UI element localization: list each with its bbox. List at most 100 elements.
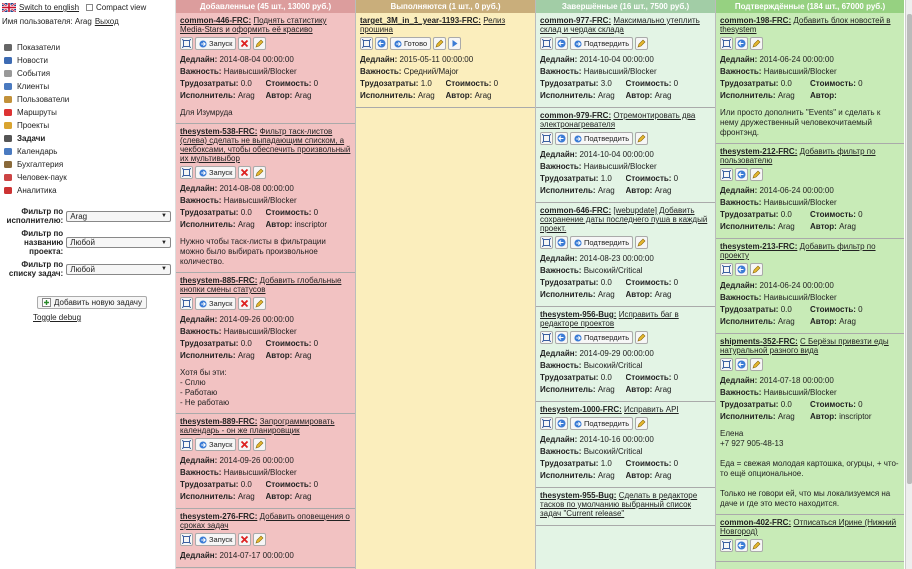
task-id-link[interactable]: common-646-FRC:: [540, 206, 612, 215]
task-name-link[interactable]: Добавить фильтр по пользователю: [720, 147, 876, 165]
task-name-link[interactable]: Добавить фильтр по проекту: [720, 242, 876, 260]
filter-select[interactable]: Любой ▼: [66, 263, 171, 275]
expand-icon[interactable]: [360, 37, 373, 50]
start-button[interactable]: Запуск: [195, 166, 237, 179]
nav-item-2[interactable]: События: [0, 67, 175, 80]
task-name-link[interactable]: Сделать в редакторе тасков по умолчанию …: [540, 491, 698, 518]
task-id-link[interactable]: thesystem-956-Bug:: [540, 310, 617, 319]
nav-item-6[interactable]: Проекты: [0, 119, 175, 132]
page-scrollbar[interactable]: [905, 0, 912, 569]
task-id-link[interactable]: common-977-FRC:: [540, 16, 612, 25]
task-id-link[interactable]: common-979-FRC:: [540, 111, 612, 120]
start-button[interactable]: Запуск: [195, 297, 237, 310]
edit-icon[interactable]: [635, 417, 649, 430]
task-name-link[interactable]: Отписаться Ирине (Нижний Новгород): [720, 518, 897, 536]
nav-item-4[interactable]: Пользователи: [0, 93, 175, 106]
edit-icon[interactable]: [635, 331, 649, 344]
expand-icon[interactable]: [720, 168, 733, 181]
arrow-left-icon[interactable]: [735, 263, 748, 276]
edit-icon[interactable]: [253, 37, 267, 50]
edit-icon[interactable]: [253, 297, 267, 310]
task-id-link[interactable]: shipments-352-FRC:: [720, 337, 798, 346]
filter-select[interactable]: Любой ▼: [66, 237, 171, 248]
task-id-link[interactable]: target_3M_in_1_year-1193-FRC:: [360, 16, 481, 25]
confirm-button[interactable]: Подтвердить: [570, 37, 634, 50]
edit-icon[interactable]: [750, 539, 763, 552]
confirm-button[interactable]: Подтвердить: [570, 417, 634, 430]
arrow-left-icon[interactable]: [735, 539, 748, 552]
expand-icon[interactable]: [540, 417, 553, 430]
arrow-left-icon[interactable]: [555, 37, 568, 50]
edit-icon[interactable]: [635, 236, 649, 249]
task-name-link[interactable]: [webupdate] Добавить сохранение даты пос…: [540, 206, 708, 233]
nav-item-10[interactable]: Человек-паук: [0, 171, 175, 184]
expand-icon[interactable]: [720, 37, 733, 50]
delete-icon[interactable]: [238, 37, 252, 50]
edit-icon[interactable]: [635, 132, 649, 145]
edit-icon[interactable]: [253, 533, 267, 546]
task-name-link[interactable]: Поднять статистику Media-Stars и оформит…: [180, 16, 327, 34]
switch-language-link[interactable]: Switch to english: [19, 3, 80, 12]
delete-icon[interactable]: [238, 297, 252, 310]
expand-icon[interactable]: [180, 438, 193, 451]
task-id-link[interactable]: thesystem-1000-FRC:: [540, 405, 622, 414]
nav-item-7[interactable]: Задачи: [0, 132, 175, 145]
task-id-link[interactable]: thesystem-213-FRC:: [720, 242, 798, 251]
task-name-link[interactable]: Фильтр таск-листов (слева) сделать не вы…: [180, 127, 351, 163]
expand-icon[interactable]: [180, 37, 193, 50]
toggle-debug-link[interactable]: Toggle debug: [33, 313, 82, 322]
expand-icon[interactable]: [720, 263, 733, 276]
confirm-button[interactable]: Подтвердить: [570, 331, 634, 344]
delete-icon[interactable]: [238, 166, 252, 179]
expand-icon[interactable]: [180, 166, 193, 179]
logout-link[interactable]: Выход: [94, 17, 119, 26]
task-name-link[interactable]: Добавить блок новостей в thesystem: [720, 16, 891, 34]
edit-icon[interactable]: [635, 37, 649, 50]
filter-select[interactable]: Arag ▼: [66, 210, 171, 222]
edit-icon[interactable]: [253, 166, 267, 179]
edit-icon[interactable]: [750, 263, 763, 276]
edit-icon[interactable]: [750, 168, 763, 181]
forward-icon[interactable]: [448, 37, 462, 50]
nav-item-3[interactable]: Клиенты: [0, 80, 175, 93]
nav-item-5[interactable]: Маршруты: [0, 106, 175, 119]
expand-icon[interactable]: [180, 533, 193, 546]
nav-item-11[interactable]: Аналитика: [0, 184, 175, 197]
task-id-link[interactable]: common-198-FRC:: [720, 16, 792, 25]
arrow-left-icon[interactable]: [375, 37, 388, 50]
task-name-link[interactable]: Исправить API: [624, 405, 679, 414]
arrow-left-icon[interactable]: [555, 417, 568, 430]
nav-item-0[interactable]: Показатели: [0, 41, 175, 54]
nav-item-9[interactable]: Бухгалтерия: [0, 158, 175, 171]
task-name-link[interactable]: Исправить баг в редакторе проектов: [540, 310, 679, 328]
edit-icon[interactable]: [253, 438, 267, 451]
arrow-left-icon[interactable]: [555, 331, 568, 344]
confirm-button[interactable]: Подтвердить: [570, 132, 634, 145]
task-name-link[interactable]: Максимально утеплить склад и чердак скла…: [540, 16, 700, 34]
task-name-link[interactable]: Добавить оповещения о сроках задач: [180, 512, 350, 530]
start-button[interactable]: Запуск: [195, 37, 237, 50]
nav-item-1[interactable]: Новости: [0, 54, 175, 67]
task-name-link[interactable]: Отремонтировать два электронагревателя: [540, 111, 696, 129]
nav-item-8[interactable]: Календарь: [0, 145, 175, 158]
task-name-link[interactable]: Релиз прошина: [360, 16, 506, 34]
arrow-left-icon[interactable]: [735, 37, 748, 50]
expand-icon[interactable]: [540, 236, 553, 249]
task-id-link[interactable]: thesystem-212-FRC:: [720, 147, 798, 156]
delete-icon[interactable]: [238, 533, 252, 546]
done-button[interactable]: Готово: [390, 37, 432, 50]
add-task-button[interactable]: Добавить новую задачу: [37, 296, 147, 309]
task-id-link[interactable]: thesystem-276-FRC:: [180, 512, 258, 521]
arrow-left-icon[interactable]: [555, 132, 568, 145]
arrow-left-icon[interactable]: [735, 358, 748, 371]
task-name-link[interactable]: Запрограммировать календарь - он же план…: [180, 417, 335, 435]
task-id-link[interactable]: thesystem-885-FRC:: [180, 276, 258, 285]
expand-icon[interactable]: [540, 37, 553, 50]
arrow-left-icon[interactable]: [555, 236, 568, 249]
edit-icon[interactable]: [750, 37, 763, 50]
compact-view-checkbox[interactable]: [86, 4, 94, 11]
expand-icon[interactable]: [720, 358, 733, 371]
expand-icon[interactable]: [540, 132, 553, 145]
edit-icon[interactable]: [433, 37, 447, 50]
edit-icon[interactable]: [750, 358, 763, 371]
